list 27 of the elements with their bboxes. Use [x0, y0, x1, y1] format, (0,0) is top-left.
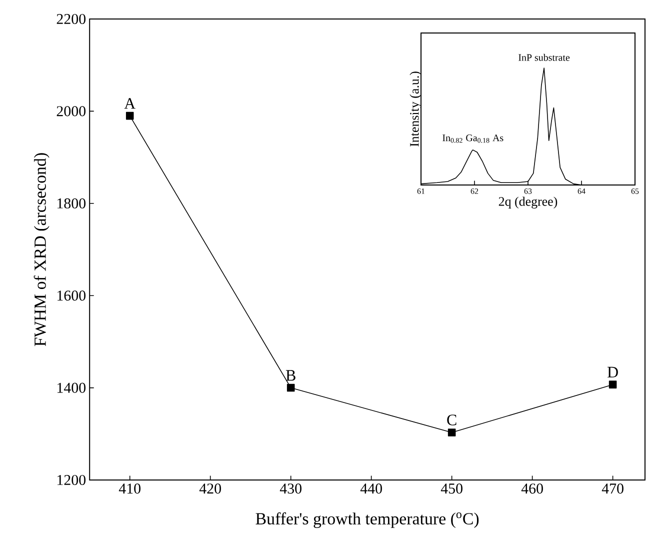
point [608, 380, 617, 388]
x-axis-title: Buffer's growth temperature ($^{o}$C) [256, 512, 479, 528]
x-tick-label: 450 [440, 484, 462, 494]
x-tick-label: 420 [199, 484, 221, 494]
y-tick-label: 1600 [58, 290, 86, 301]
x-tick-label: 440 [360, 484, 382, 494]
annotation: B [286, 370, 296, 381]
y-tick-label: 2000 [56, 106, 86, 116]
annotation: C [447, 414, 456, 426]
annotation: A [124, 98, 136, 109]
x-tick-label: 460 [521, 484, 543, 494]
point [448, 428, 456, 436]
y-axis-title: Intensity (a.u.) [410, 72, 422, 146]
annotation: D [608, 366, 618, 378]
annotation: InP substrate [518, 54, 570, 61]
y-tick-label: 1800 [58, 198, 86, 208]
y-tick-label: 1400 [58, 382, 86, 393]
x-tick-label: 410 [118, 484, 140, 494]
y-tick-label: 2200 [56, 14, 86, 24]
y-axis-title: FWHM of XRD (arcsecond) [34, 153, 50, 346]
point [126, 112, 134, 120]
x-tick-label: 430 [280, 484, 302, 494]
y-tick-label: 1200 [58, 474, 86, 486]
annotation: In$_{0.82}$ Ga$_{0.18}$ As [442, 134, 504, 143]
x-axis-title: 2q (degree) [498, 196, 558, 209]
point [286, 384, 295, 392]
x-tick-label: 470 [602, 484, 624, 494]
